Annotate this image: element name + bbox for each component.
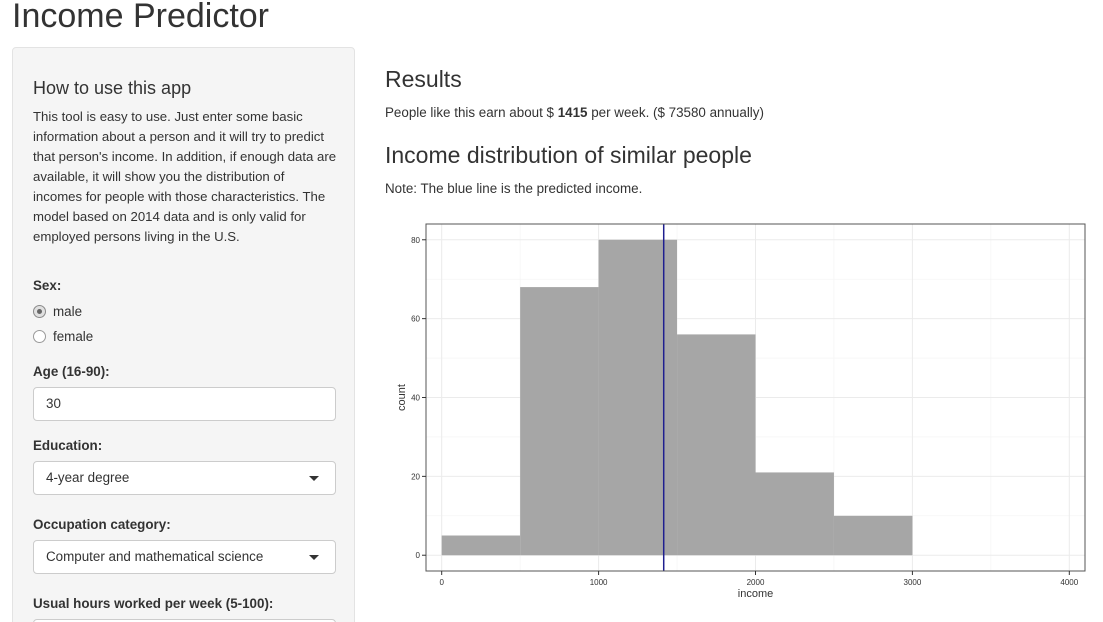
chevron-down-icon — [309, 555, 319, 560]
sidebar-panel: How to use this app This tool is easy to… — [12, 47, 355, 622]
hours-input[interactable] — [33, 619, 336, 622]
distribution-note: Note: The blue line is the predicted inc… — [385, 181, 643, 196]
y-axis-label: count — [396, 384, 408, 411]
y-tick-label: 40 — [411, 394, 420, 403]
radio-male[interactable] — [33, 305, 46, 318]
hours-label: Usual hours worked per week (5-100): — [33, 596, 274, 611]
sidebar-description: This tool is easy to use. Just enter som… — [33, 109, 337, 244]
app-title: Income Predictor — [12, 0, 269, 35]
histogram-bar — [598, 239, 678, 556]
histogram-bar — [755, 472, 834, 556]
sex-label: Sex: — [33, 278, 62, 293]
y-tick-label: 0 — [416, 551, 421, 560]
education-select[interactable]: 4-year degree — [33, 461, 336, 495]
results-text: People like this earn about $ 1415 per w… — [385, 105, 764, 120]
radio-male-label: male — [53, 304, 83, 319]
education-label: Education: — [33, 438, 103, 453]
histogram-bar — [677, 334, 756, 556]
x-tick-label: 1000 — [590, 578, 608, 587]
age-input[interactable]: 30 — [33, 387, 336, 421]
x-tick-label: 3000 — [904, 578, 922, 587]
histogram-bar — [833, 515, 913, 556]
occupation-select[interactable]: Computer and mathematical science — [33, 540, 336, 574]
sex-option-male[interactable]: male — [33, 304, 82, 319]
sidebar-title: How to use this app — [33, 78, 192, 98]
occupation-value: Computer and mathematical science — [46, 549, 264, 564]
histogram-bar — [441, 535, 521, 556]
y-tick-label: 80 — [411, 236, 420, 245]
radio-female-label: female — [53, 329, 94, 344]
y-tick-label: 20 — [411, 472, 420, 481]
radio-female[interactable] — [33, 330, 46, 343]
x-tick-label: 2000 — [747, 578, 765, 587]
sex-option-female[interactable]: female — [33, 329, 93, 344]
age-label: Age (16-90): — [33, 364, 110, 379]
results-heading: Results — [385, 66, 462, 92]
x-tick-label: 0 — [439, 578, 444, 587]
education-value: 4-year degree — [46, 470, 130, 485]
histogram-bar — [520, 287, 599, 556]
chevron-down-icon — [309, 476, 319, 481]
occupation-label: Occupation category: — [33, 517, 171, 532]
y-tick-label: 60 — [411, 315, 420, 324]
distribution-heading: Income distribution of similar people — [385, 142, 752, 168]
income-histogram: 0 1000 2000 3000 4000 0 20 40 60 80 income count — [396, 223, 1086, 600]
weekly-income: 1415 — [557, 105, 588, 120]
x-tick-label: 4000 — [1060, 578, 1078, 587]
x-axis-label: income — [738, 588, 773, 600]
